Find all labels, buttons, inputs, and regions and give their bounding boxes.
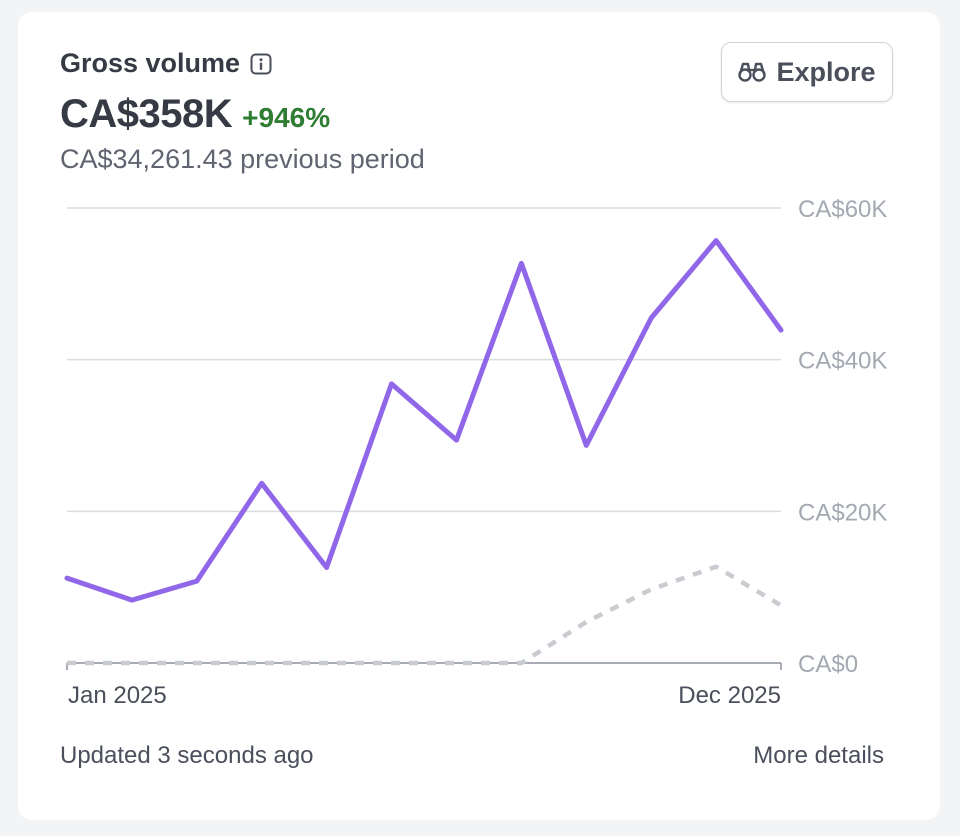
title-row: Gross volume: [60, 48, 272, 79]
previous-period-value: CA$34,261.43 previous period: [60, 144, 425, 174]
binoculars-icon: [738, 61, 767, 83]
x-tick-label-end: Dec 2025: [678, 682, 781, 709]
y-tick-label: CA$20K: [798, 499, 887, 526]
card-title: Gross volume: [60, 48, 241, 78]
gridlines: [67, 207, 781, 513]
x-axis: [66, 662, 782, 670]
updated-status: Updated 3 seconds ago: [60, 742, 314, 769]
gross-volume-amount: CA$358K: [60, 92, 233, 136]
y-tick-label: CA$60K: [798, 196, 887, 223]
y-tick-label: CA$40K: [798, 348, 887, 375]
explore-label: Explore: [776, 56, 876, 87]
y-tick-label: CA$0: [798, 651, 858, 678]
gross-volume-chart: CA$60K CA$40K CA$20K CA$0 Jan 2025 Dec 2025: [64, 196, 887, 709]
amount-row: CA$358K +946%: [60, 92, 330, 137]
more-details-link[interactable]: More details: [753, 742, 884, 769]
current-period-line: [64, 238, 784, 603]
gross-volume-card: Gross volume CA$358K +946% CA$34,261.43 …: [18, 12, 940, 820]
tick-labels: CA$60K CA$40K CA$20K CA$0 Jan 2025 Dec 2025: [68, 196, 887, 709]
info-icon[interactable]: [250, 53, 272, 75]
change-percent: +946%: [242, 102, 331, 133]
explore-button[interactable]: Explore: [721, 42, 893, 102]
previous-period-line: [67, 564, 783, 666]
x-tick-label-start: Jan 2025: [68, 682, 167, 709]
series-lines: [64, 238, 784, 666]
